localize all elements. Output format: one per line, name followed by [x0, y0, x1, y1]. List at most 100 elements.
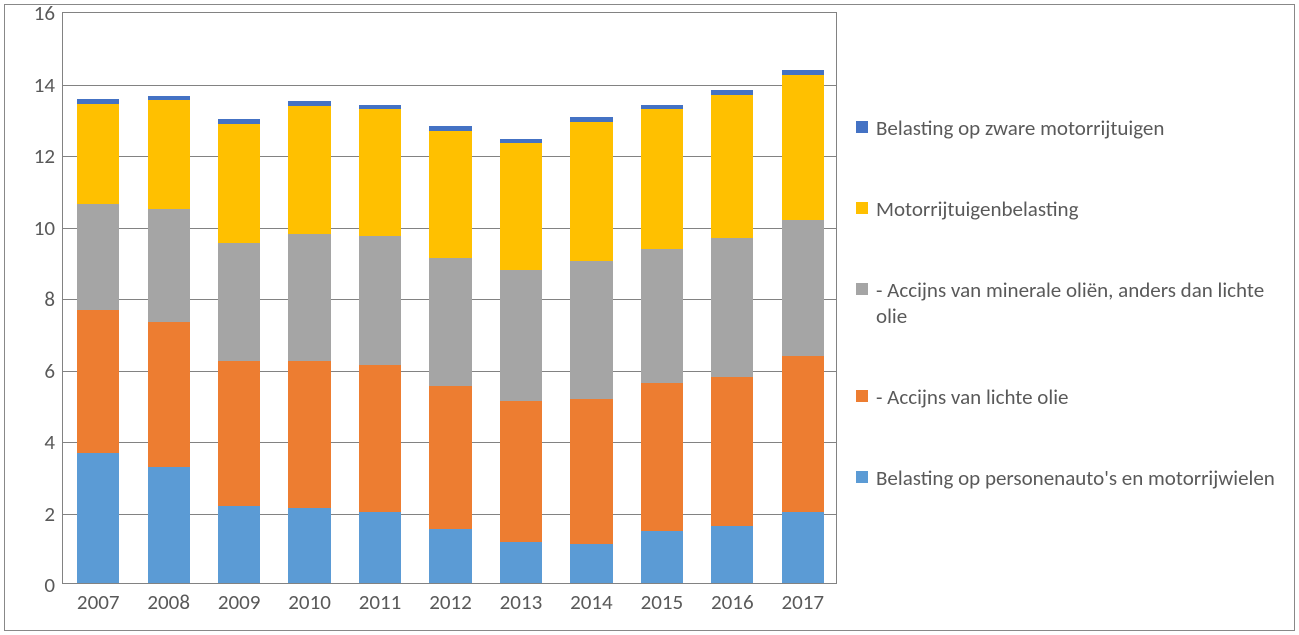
x-tick-label: 2012 [429, 583, 472, 615]
x-tick-label: 2010 [288, 583, 331, 615]
bar-segment-bzm [359, 105, 401, 110]
bar-segment-accijns_lichte_olie [641, 383, 683, 531]
bar-segment-bpm [288, 508, 330, 583]
bar-segment-bzm [148, 96, 190, 101]
bar-segment-accijns_minerale_olien [429, 258, 471, 387]
legend-item-bpm: Belasting op personenauto's en motorrijw… [856, 465, 1276, 491]
y-tick-label: 4 [44, 429, 63, 455]
bar-segment-accijns_minerale_olien [288, 234, 330, 361]
bar-segment-bzm [711, 90, 753, 95]
bar-group [218, 11, 260, 583]
bar-group [500, 11, 542, 583]
bar-segment-bzm [218, 119, 260, 124]
legend-label: - Accijns van lichte olie [876, 384, 1276, 410]
bar-segment-accijns_minerale_olien [782, 220, 824, 356]
bar-segment-accijns_minerale_olien [570, 261, 612, 399]
bar-segment-accijns_lichte_olie [429, 386, 471, 529]
x-tick-label: 2007 [77, 583, 120, 615]
x-tick-label: 2017 [781, 583, 824, 615]
bar-segment-mrb [148, 100, 190, 209]
bar-segment-bzm [77, 99, 119, 104]
bar-segment-mrb [641, 109, 683, 248]
bar-segment-accijns_lichte_olie [570, 399, 612, 544]
bar-segment-accijns_minerale_olien [77, 204, 119, 309]
bar-segment-mrb [429, 131, 471, 258]
legend-item-accijns_lichte_olie: - Accijns van lichte olie [856, 384, 1276, 410]
bar-segment-bpm [429, 529, 471, 583]
legend-label: - Accijns van minerale oliën, anders dan… [876, 277, 1276, 330]
bar-group [782, 11, 824, 583]
bar-group [711, 11, 753, 583]
legend-swatch-icon [856, 121, 868, 133]
bar-segment-bzm [641, 105, 683, 110]
legend: Belasting op zware motorrijtuigen Motorri… [856, 88, 1276, 518]
legend-item-accijns_minerale_olien: - Accijns van minerale oliën, anders dan… [856, 277, 1276, 330]
y-tick-label: 2 [44, 501, 63, 527]
legend-item-bzm: Belasting op zware motorrijtuigen [856, 115, 1276, 141]
bar-group [641, 11, 683, 583]
bar-segment-accijns_minerale_olien [711, 238, 753, 377]
x-tick-label: 2009 [218, 583, 261, 615]
x-tick-label: 2008 [147, 583, 190, 615]
legend-item-mrb: Motorrijtuigenbelasting [856, 196, 1276, 222]
chart-container: 0 2 4 6 8 10 12 14 16 2007 2008 2009 2010 2011 2012 201… [0, 0, 1299, 635]
bar-segment-mrb [570, 122, 612, 261]
bar-segment-accijns_lichte_olie [148, 322, 190, 467]
x-tick-label: 2016 [711, 583, 754, 615]
bar-segment-bzm [429, 126, 471, 131]
bar-segment-bpm [148, 467, 190, 583]
bar-segment-bzm [782, 70, 824, 76]
bar-segment-bpm [77, 453, 119, 583]
bar-group [77, 11, 119, 583]
bar-segment-bpm [641, 531, 683, 583]
x-tick-label: 2011 [359, 583, 402, 615]
y-tick-label: 14 [34, 72, 63, 98]
bar-segment-accijns_lichte_olie [218, 361, 260, 506]
bar-segment-mrb [359, 109, 401, 236]
y-tick-label: 10 [34, 215, 63, 241]
x-tick-label: 2015 [641, 583, 684, 615]
bar-group [288, 11, 330, 583]
plot-area: 0246810121416200720082009201020112012201… [62, 12, 837, 584]
bar-group [359, 11, 401, 583]
bar-segment-bpm [218, 506, 260, 583]
bar-segment-bpm [500, 542, 542, 583]
legend-swatch-icon [856, 390, 868, 402]
legend-label: Belasting op zware motorrijtuigen [876, 115, 1276, 141]
y-tick-label: 6 [44, 358, 63, 384]
bar-segment-bzm [500, 139, 542, 144]
x-tick-label: 2013 [500, 583, 543, 615]
bar-segment-accijns_lichte_olie [288, 361, 330, 508]
bar-segment-accijns_lichte_olie [782, 356, 824, 512]
bar-group [148, 11, 190, 583]
bar-segment-bzm [570, 117, 612, 122]
bar-segment-mrb [288, 106, 330, 235]
bar-segment-bpm [711, 526, 753, 583]
bar-segment-accijns_lichte_olie [77, 310, 119, 453]
bar-segment-bpm [359, 512, 401, 584]
bar-segment-mrb [711, 95, 753, 238]
bar-segment-mrb [500, 143, 542, 270]
bar-segment-mrb [782, 75, 824, 220]
bar-segment-mrb [77, 104, 119, 204]
y-tick-label: 8 [44, 286, 63, 312]
y-tick-label: 16 [34, 0, 63, 26]
bar-segment-accijns_minerale_olien [500, 270, 542, 400]
bar-segment-bzm [288, 101, 330, 106]
bar-group [570, 11, 612, 583]
bar-group [429, 11, 471, 583]
y-tick-label: 12 [34, 143, 63, 169]
bar-segment-accijns_minerale_olien [218, 243, 260, 361]
bar-segment-bpm [782, 512, 824, 584]
bar-segment-accijns_lichte_olie [711, 377, 753, 525]
bar-segment-bpm [570, 544, 612, 583]
bar-segment-accijns_minerale_olien [641, 249, 683, 383]
legend-swatch-icon [856, 202, 868, 214]
bar-segment-accijns_lichte_olie [500, 401, 542, 542]
legend-label: Belasting op personenauto's en motorrijw… [876, 465, 1276, 491]
bar-segment-accijns_minerale_olien [359, 236, 401, 365]
x-tick-label: 2014 [570, 583, 613, 615]
bar-segment-mrb [218, 124, 260, 244]
legend-swatch-icon [856, 471, 868, 483]
y-tick-label: 0 [44, 572, 63, 598]
